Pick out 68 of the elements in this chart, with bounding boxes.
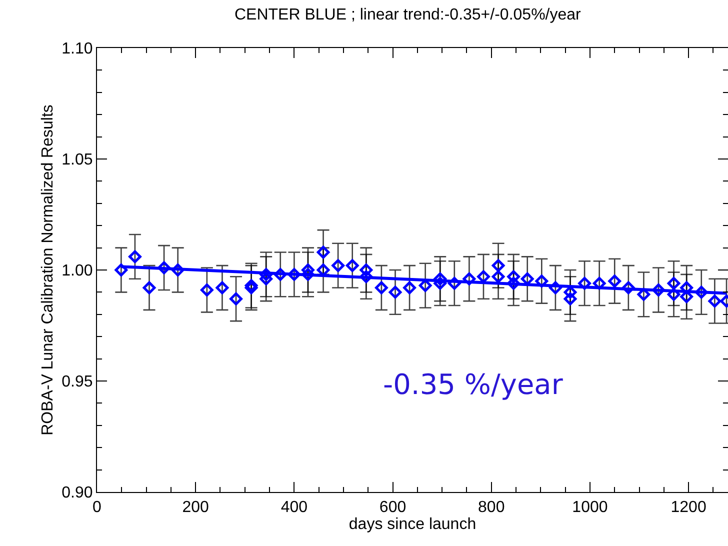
y-tick-label: 1.10 xyxy=(62,40,93,58)
point xyxy=(302,264,314,276)
point xyxy=(492,259,505,272)
point xyxy=(549,281,562,294)
point xyxy=(158,261,170,274)
x-tick-label: 1000 xyxy=(572,499,608,516)
y-axis-title: ROBA-V Lunar Calibration Normalized Results xyxy=(40,104,57,436)
x-axis-title: days since launch xyxy=(348,516,476,534)
point xyxy=(302,268,314,281)
point xyxy=(680,281,694,294)
point xyxy=(564,292,577,306)
point xyxy=(244,281,258,294)
point xyxy=(667,276,680,290)
point xyxy=(418,279,432,292)
point xyxy=(346,259,359,272)
y-tick-label: 0.90 xyxy=(62,484,93,502)
point xyxy=(448,276,461,290)
y-tick-label: 0.95 xyxy=(62,374,93,391)
point xyxy=(477,270,490,284)
point xyxy=(114,264,128,276)
point xyxy=(462,272,476,286)
point xyxy=(128,250,142,264)
x-tick-label: 200 xyxy=(182,499,210,516)
x-tick-label: 0 xyxy=(92,499,102,516)
point xyxy=(360,270,373,284)
point xyxy=(520,272,534,286)
point xyxy=(592,276,606,290)
point xyxy=(230,292,242,306)
point xyxy=(434,276,447,290)
x-tick-label: 800 xyxy=(478,499,505,516)
point xyxy=(200,284,214,296)
point xyxy=(652,284,665,296)
point xyxy=(288,268,301,281)
point xyxy=(316,264,330,276)
x-tick-label: 400 xyxy=(280,499,308,516)
x-tick-label: 600 xyxy=(379,499,406,516)
point xyxy=(507,276,520,290)
point xyxy=(360,264,373,276)
y-tick-label: 1.00 xyxy=(62,262,93,280)
point xyxy=(608,274,622,288)
point xyxy=(142,281,156,294)
point xyxy=(332,259,345,272)
point xyxy=(708,294,722,308)
point xyxy=(535,274,548,288)
y-tick-label: 1.05 xyxy=(62,152,93,169)
point xyxy=(274,268,287,281)
point xyxy=(244,279,258,292)
chart-title: CENTER BLUE ; linear trend:-0.35+/-0.05%/year xyxy=(234,6,582,24)
point xyxy=(622,281,635,294)
point xyxy=(694,286,708,299)
point xyxy=(434,272,447,286)
point xyxy=(216,281,229,294)
point xyxy=(680,290,694,304)
point xyxy=(316,246,330,259)
point xyxy=(260,268,273,281)
point xyxy=(260,272,273,286)
point xyxy=(667,288,680,301)
annotation: -0.35 %/year xyxy=(383,368,564,401)
point xyxy=(507,270,520,284)
point xyxy=(374,281,388,294)
point xyxy=(578,276,591,290)
point xyxy=(564,286,577,299)
x-tick-label: 1200 xyxy=(670,499,706,516)
point xyxy=(388,286,402,299)
point xyxy=(492,270,505,284)
point xyxy=(403,281,416,294)
point xyxy=(637,288,650,301)
point xyxy=(171,264,184,276)
